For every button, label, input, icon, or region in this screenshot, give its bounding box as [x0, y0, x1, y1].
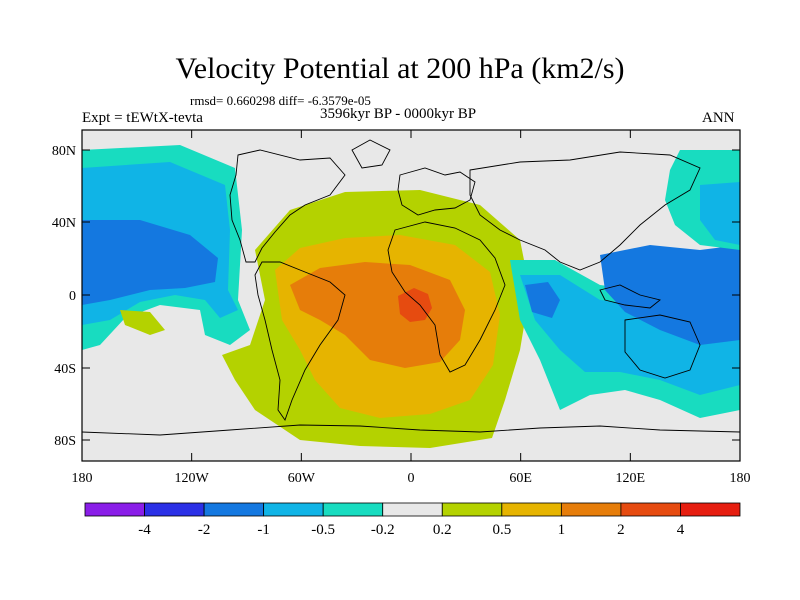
lat-label: 80S: [54, 434, 76, 449]
colorbar-swatch: [560, 502, 622, 517]
lon-label: 180: [72, 471, 93, 486]
colorbar-swatch: [322, 502, 384, 517]
europe-outline: [397, 167, 476, 216]
colorbar-swatch: [680, 502, 741, 517]
colorbar-label: 2: [617, 522, 625, 538]
colorbar-label: -1: [257, 522, 270, 538]
lon-label: 120W: [175, 471, 210, 486]
colorbar-label: -2: [198, 522, 211, 538]
colorbar: -4 -2 -1 -0.5 -0.2 0.2 0.5 1 2 4: [84, 502, 741, 538]
experiment-label: Expt = tEWtX-tevta: [82, 110, 203, 126]
longitude-axis: 180 120W 60W 0 60E 120E 180: [72, 130, 751, 486]
australia-outline: [624, 314, 701, 379]
south-america-outline: [254, 261, 346, 421]
lon-label: 120E: [616, 471, 646, 486]
greenland-outline: [351, 139, 391, 169]
map-title: Velocity Potential at 200 hPa (km2/s): [175, 52, 625, 85]
antarctica-outline: [82, 424, 740, 436]
lat-label: 0: [69, 289, 76, 304]
season-label: ANN: [702, 110, 735, 126]
colorbar-label: -0.2: [371, 522, 395, 538]
lon-label: 60E: [509, 471, 532, 486]
colorbar-swatch: [203, 502, 265, 517]
colorbar-swatch: [441, 502, 503, 517]
coastlines: [82, 139, 740, 436]
colorbar-swatch: [501, 502, 562, 517]
maritime-continent-outline: [599, 284, 661, 309]
colorbar-label: 0.2: [433, 522, 452, 538]
north-america-outline: [229, 149, 346, 263]
rmsd-diff-stats: rmsd= 0.660298 diff= -6.3579e-05: [190, 93, 371, 108]
lon-label: 0: [408, 471, 415, 486]
colorbar-swatch: [263, 502, 324, 517]
colorbar-label: 4: [677, 522, 685, 538]
lon-label: 180: [730, 471, 751, 486]
field-africa-strong-positive: [290, 262, 465, 368]
colorbar-swatch: [84, 502, 145, 517]
colorbar-label: -0.5: [311, 522, 335, 538]
lat-label: 40N: [52, 216, 76, 231]
latitude-axis: 80N 40N 0 40S 80S: [52, 144, 740, 449]
colorbar-label: 0.5: [492, 522, 511, 538]
colorbar-swatch: [382, 502, 443, 517]
colorbar-label: 1: [558, 522, 566, 538]
lat-label: 40S: [54, 362, 76, 377]
asia-outline: [469, 151, 701, 271]
field-north-pacific-negative: [700, 182, 740, 245]
field-west-pacific-warm-pool-negative: [600, 245, 740, 345]
field-west-pacific-strong-negative: [82, 220, 218, 305]
africa-outline: [387, 221, 506, 373]
lat-label: 80N: [52, 144, 76, 159]
field-indian-ocean-negative: [525, 282, 560, 318]
period-label: 3596kyr BP - 0000kyr BP: [320, 106, 477, 122]
colorbar-swatch: [620, 502, 681, 517]
field-africa-maximum: [398, 288, 432, 322]
contour-field: [82, 130, 740, 461]
colorbar-label: -4: [138, 522, 151, 538]
field-south-pacific-positive-patch: [120, 310, 165, 335]
lon-label: 60W: [288, 471, 316, 486]
colorbar-swatch: [144, 502, 205, 517]
